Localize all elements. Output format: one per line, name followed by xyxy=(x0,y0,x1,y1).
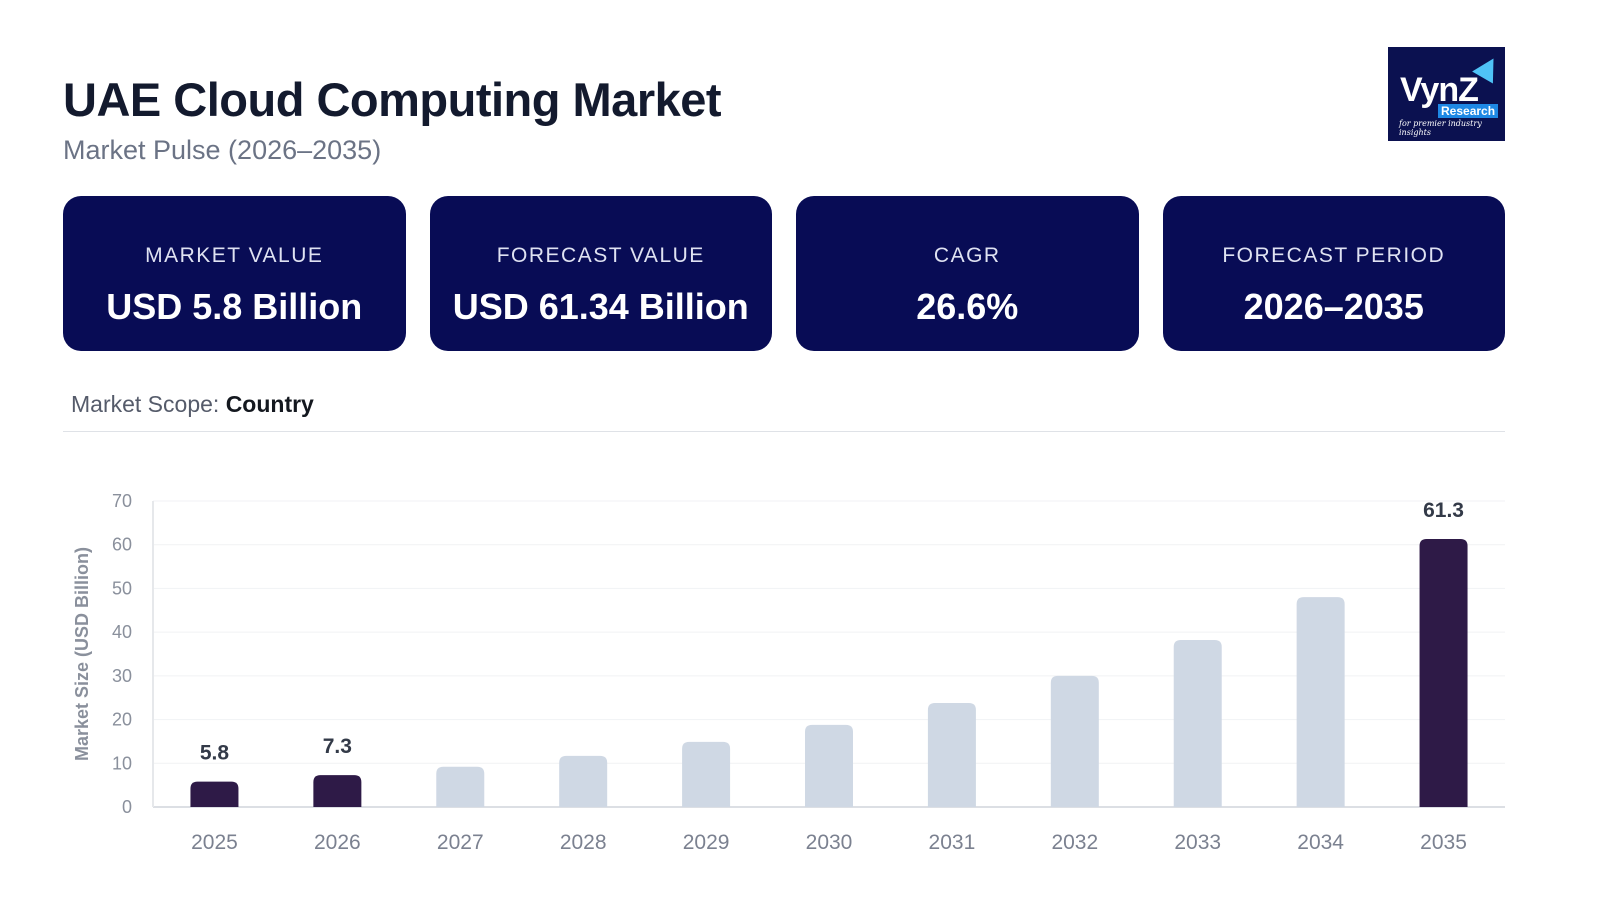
scope-value: Country xyxy=(225,391,314,417)
page-title: UAE Cloud Computing Market xyxy=(63,73,722,126)
bar-2035 xyxy=(1419,539,1468,807)
page-subtitle: Market Pulse (2026–2035) xyxy=(63,135,382,165)
y-tick-label: 60 xyxy=(112,535,132,555)
x-tick-label: 2034 xyxy=(1297,831,1344,854)
bar-2027 xyxy=(436,766,485,807)
scope-label: Market Scope: xyxy=(71,391,220,417)
card-label: FORECAST VALUE xyxy=(496,244,705,267)
y-tick-label: 0 xyxy=(122,797,132,817)
data-label: 61.3 xyxy=(1423,499,1464,522)
bar-2032 xyxy=(1050,675,1099,807)
bar-2025 xyxy=(190,781,239,807)
divider xyxy=(63,431,1505,432)
data-label: 5.8 xyxy=(200,742,230,765)
x-tick-label: 2035 xyxy=(1420,831,1467,854)
x-tick-label: 2028 xyxy=(560,831,607,854)
x-tick-label: 2030 xyxy=(806,831,853,854)
y-axis-label: Market Size (USD Billion) xyxy=(72,547,92,761)
forecast-value-card: FORECAST VALUE USD 61.34 Billion xyxy=(429,196,772,351)
vynz-logo: VynZ Research for premier industry insig… xyxy=(1388,47,1505,141)
x-tick-label: 2027 xyxy=(437,831,484,854)
card-label: CAGR xyxy=(933,244,1001,267)
market-scope: Market Scope: Country xyxy=(71,391,314,418)
cagr-card: CAGR 26.6% xyxy=(796,196,1139,351)
x-tick-label: 2031 xyxy=(929,831,976,854)
bar-2031 xyxy=(927,702,976,807)
card-value: USD 5.8 Billion xyxy=(106,286,363,327)
x-tick-label: 2032 xyxy=(1051,831,1098,854)
market-value-card: MARKET VALUE USD 5.8 Billion xyxy=(63,196,406,351)
bar-2034 xyxy=(1296,597,1345,807)
data-label: 7.3 xyxy=(323,735,352,758)
x-tick-label: 2029 xyxy=(683,831,730,854)
bar-2030 xyxy=(805,724,853,807)
y-tick-label: 20 xyxy=(112,710,132,730)
y-tick-label: 10 xyxy=(112,753,132,773)
x-tick-label: 2025 xyxy=(191,831,238,854)
card-value: USD 61.34 Billion xyxy=(452,286,749,327)
card-label: MARKET VALUE xyxy=(145,244,324,267)
x-tick-label: 2026 xyxy=(314,831,361,854)
bar-2028 xyxy=(559,755,608,807)
bar-2026 xyxy=(313,775,362,807)
y-tick-label: 70 xyxy=(112,491,132,511)
kpi-cards: MARKET VALUE USD 5.8 Billion FORECAST VA… xyxy=(63,196,1505,351)
forecast-period-card: FORECAST PERIOD 2026–2035 xyxy=(1162,196,1505,351)
y-tick-label: 50 xyxy=(112,578,132,598)
card-label: FORECAST PERIOD xyxy=(1222,244,1446,267)
y-tick-label: 30 xyxy=(112,666,132,686)
x-tick-label: 2033 xyxy=(1174,831,1221,854)
y-tick-label: 40 xyxy=(112,622,132,642)
card-value: 26.6% xyxy=(916,286,1019,327)
bar-2029 xyxy=(682,741,731,807)
bar-2033 xyxy=(1173,640,1222,807)
card-value: 2026–2035 xyxy=(1243,286,1424,327)
